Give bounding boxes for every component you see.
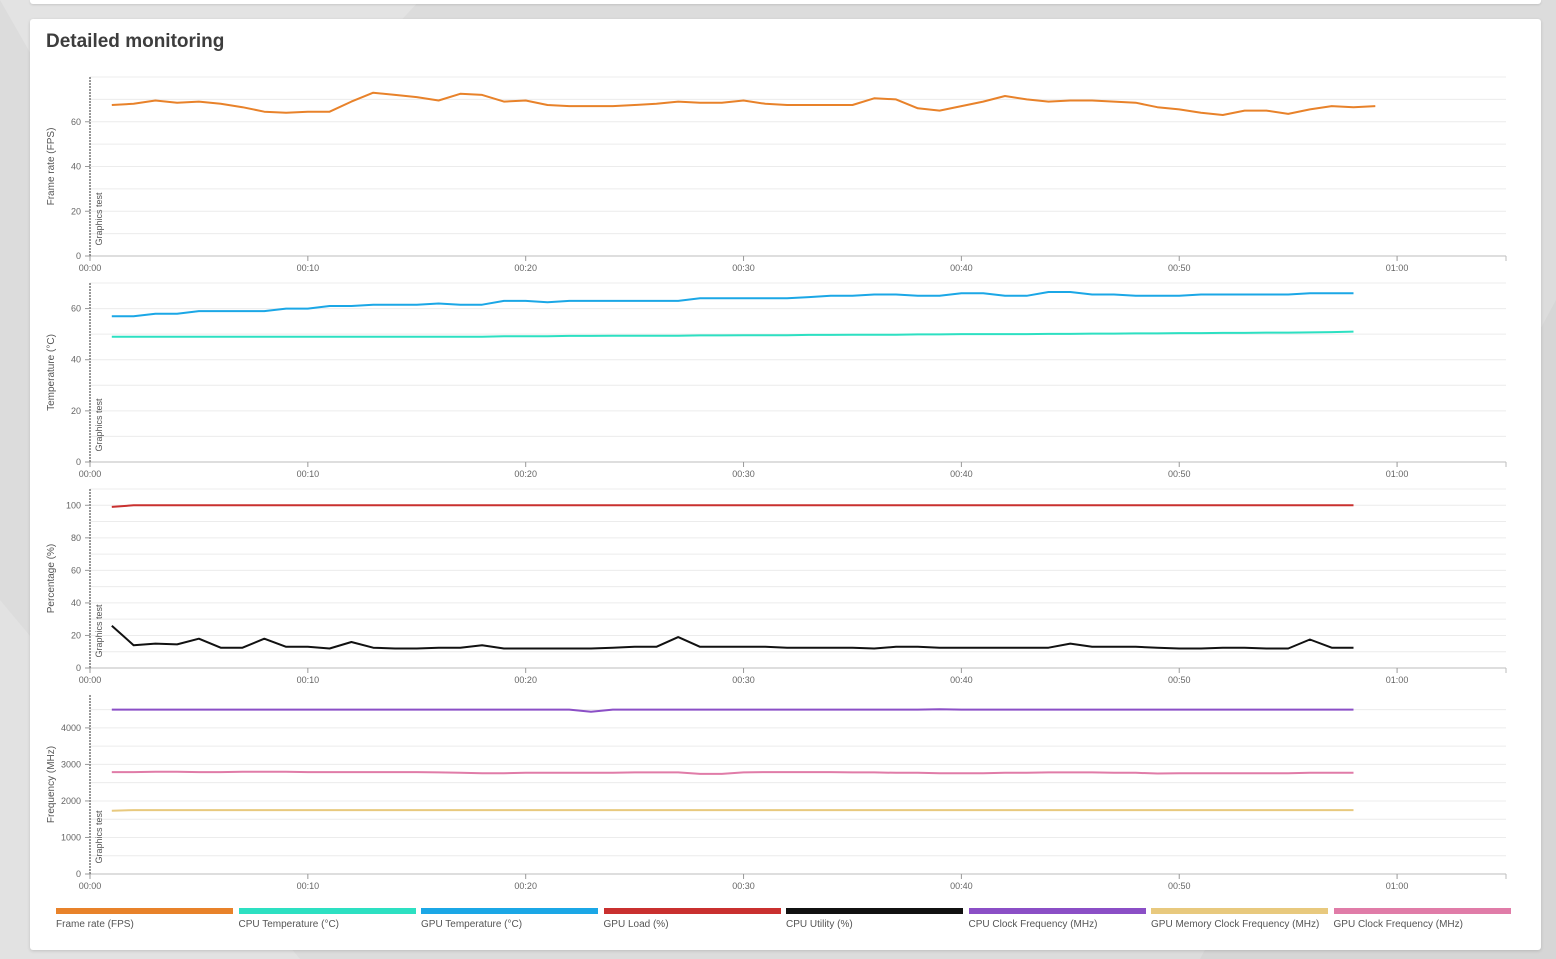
legend-item-gpu-temperature-c[interactable]: GPU Temperature (°C) xyxy=(421,908,598,938)
x-tick-label: 00:30 xyxy=(732,675,755,685)
x-tick-label: 00:30 xyxy=(732,263,755,273)
series-line-gpu-load xyxy=(111,504,1354,508)
monitoring-charts: 0 20 40 60 00:00 00:10 00:20 00:30 00:40 00:50 01:… xyxy=(46,76,1507,891)
x-tick-label: 01:00 xyxy=(1386,881,1409,891)
x-tick-label: 00:40 xyxy=(950,263,973,273)
x-tick-label: 00:50 xyxy=(1168,263,1191,273)
legend-label: CPU Clock Frequency (MHz) xyxy=(968,919,1098,930)
x-tick-label: 01:00 xyxy=(1386,469,1409,479)
legend-label: Frame rate (FPS) xyxy=(56,919,134,930)
x-tick-label: 00:30 xyxy=(732,881,755,891)
x-tick-label: 00:20 xyxy=(514,469,537,479)
x-tick-label: 00:10 xyxy=(297,469,320,479)
series-line-gpu-memory-clock-frequency-mhz xyxy=(111,809,1354,812)
series-line-frame-rate-fps xyxy=(111,91,1376,116)
x-tick-label: 00:10 xyxy=(297,263,320,273)
legend-label: CPU Temperature (°C) xyxy=(238,919,340,930)
y-tick-label: 20 xyxy=(71,630,81,640)
x-tick-label: 00:10 xyxy=(297,881,320,891)
legend-item-gpu-memory-clock-frequency-mhz[interactable]: GPU Memory Clock Frequency (MHz) xyxy=(1151,908,1328,938)
legend-swatch xyxy=(238,908,416,914)
chart-panel-2: 0 20 40 60 00:00 00:10 00:20 00:30 00:40 00:50 01:… xyxy=(46,282,1507,479)
x-tick-label: 00:40 xyxy=(950,469,973,479)
legend-item-cpu-clock-frequency-mhz[interactable]: CPU Clock Frequency (MHz) xyxy=(968,908,1146,938)
x-tick-label: 00:00 xyxy=(79,881,102,891)
y-tick-label: 2000 xyxy=(61,796,81,806)
page-title: Detailed monitoring xyxy=(46,31,225,52)
series-line-gpu-temperature-c xyxy=(111,291,1354,318)
x-tick-label: 00:40 xyxy=(950,675,973,685)
y-tick-label: 40 xyxy=(71,162,81,172)
chart-legend: Frame rate (FPS) CPU Temperature (°C) GPU … xyxy=(56,908,1516,938)
y-tick-label: 60 xyxy=(71,565,81,575)
x-tick-label: 00:50 xyxy=(1168,469,1191,479)
x-tick-label: 00:50 xyxy=(1168,881,1191,891)
y-tick-label: 40 xyxy=(71,355,81,365)
y-tick-label: 60 xyxy=(71,304,81,314)
y-tick-label: 3000 xyxy=(61,759,81,769)
y-tick-label: 0 xyxy=(76,869,81,879)
series-line-cpu-clock-frequency-mhz xyxy=(111,708,1354,713)
x-tick-label: 00:10 xyxy=(297,675,320,685)
y-axis-label: Temperature (°C) xyxy=(46,334,57,411)
x-tick-label: 00:20 xyxy=(514,263,537,273)
x-tick-label: 00:00 xyxy=(79,675,102,685)
legend-swatch xyxy=(1151,908,1328,914)
x-tick-label: 00:00 xyxy=(79,469,102,479)
series-line-gpu-clock-frequency-mhz xyxy=(111,770,1354,775)
legend-item-frame-rate-fps[interactable]: Frame rate (FPS) xyxy=(56,908,233,938)
y-axis-label: Percentage (%) xyxy=(46,544,57,613)
y-tick-label: 0 xyxy=(76,251,81,261)
x-tick-label: 00:20 xyxy=(514,675,537,685)
legend-item-cpu-utility[interactable]: CPU Utility (%) xyxy=(786,908,963,938)
chart-panel-1: 0 20 40 60 00:00 00:10 00:20 00:30 00:40 00:50 01:… xyxy=(46,76,1507,273)
x-tick-label: 00:20 xyxy=(514,881,537,891)
x-tick-label: 00:40 xyxy=(950,881,973,891)
marker-label: Graphics test xyxy=(94,192,104,246)
marker-label: Graphics test xyxy=(94,398,104,452)
y-axis-label: Frame rate (FPS) xyxy=(46,128,57,206)
x-tick-label: 01:00 xyxy=(1386,675,1409,685)
legend-swatch xyxy=(968,908,1146,914)
previous-card-edge xyxy=(30,0,1541,4)
y-tick-label: 20 xyxy=(71,206,81,216)
y-tick-label: 20 xyxy=(71,406,81,416)
legend-swatch xyxy=(421,908,598,914)
y-tick-label: 100 xyxy=(66,500,81,510)
detailed-monitoring-card: Detailed monitoring 0 20 40 60 00:00 00:10 00:… xyxy=(30,19,1541,950)
legend-item-cpu-temperature-c[interactable]: CPU Temperature (°C) xyxy=(238,908,416,938)
legend-swatch xyxy=(56,908,233,914)
x-tick-label: 00:00 xyxy=(79,263,102,273)
legend-label: GPU Temperature (°C) xyxy=(421,919,523,930)
legend-label: GPU Memory Clock Frequency (MHz) xyxy=(1151,919,1320,930)
legend-label: CPU Utility (%) xyxy=(786,919,853,930)
series-line-cpu-temperature-c xyxy=(111,330,1354,338)
marker-label: Graphics test xyxy=(94,810,104,864)
chart-panel-4: 0 1000 2000 3000 4000 00:00 00:10 00:20 00:30 00:… xyxy=(46,695,1507,891)
x-tick-label: 00:50 xyxy=(1168,675,1191,685)
y-axis-label: Frequency (MHz) xyxy=(46,746,57,823)
x-tick-label: 01:00 xyxy=(1386,263,1409,273)
y-tick-label: 0 xyxy=(76,457,81,467)
legend-label: GPU Clock Frequency (MHz) xyxy=(1333,919,1463,930)
legend-label: GPU Load (%) xyxy=(603,919,669,930)
legend-swatch xyxy=(1333,908,1511,914)
y-tick-label: 40 xyxy=(71,598,81,608)
legend-item-gpu-load[interactable]: GPU Load (%) xyxy=(603,908,781,938)
chart-panel-3: 0 20 40 60 80 100 00:00 00:10 00:20 00:30 00:40 00:… xyxy=(46,488,1507,685)
x-tick-label: 00:30 xyxy=(732,469,755,479)
legend-item-gpu-clock-frequency-mhz[interactable]: GPU Clock Frequency (MHz) xyxy=(1333,908,1511,938)
y-tick-label: 80 xyxy=(71,533,81,543)
y-tick-label: 4000 xyxy=(61,723,81,733)
y-tick-label: 60 xyxy=(71,117,81,127)
marker-label: Graphics test xyxy=(94,604,104,658)
y-tick-label: 0 xyxy=(76,663,81,673)
legend-swatch xyxy=(603,908,781,914)
series-line-cpu-utility xyxy=(111,624,1354,650)
y-tick-label: 1000 xyxy=(61,832,81,842)
legend-swatch xyxy=(786,908,963,914)
